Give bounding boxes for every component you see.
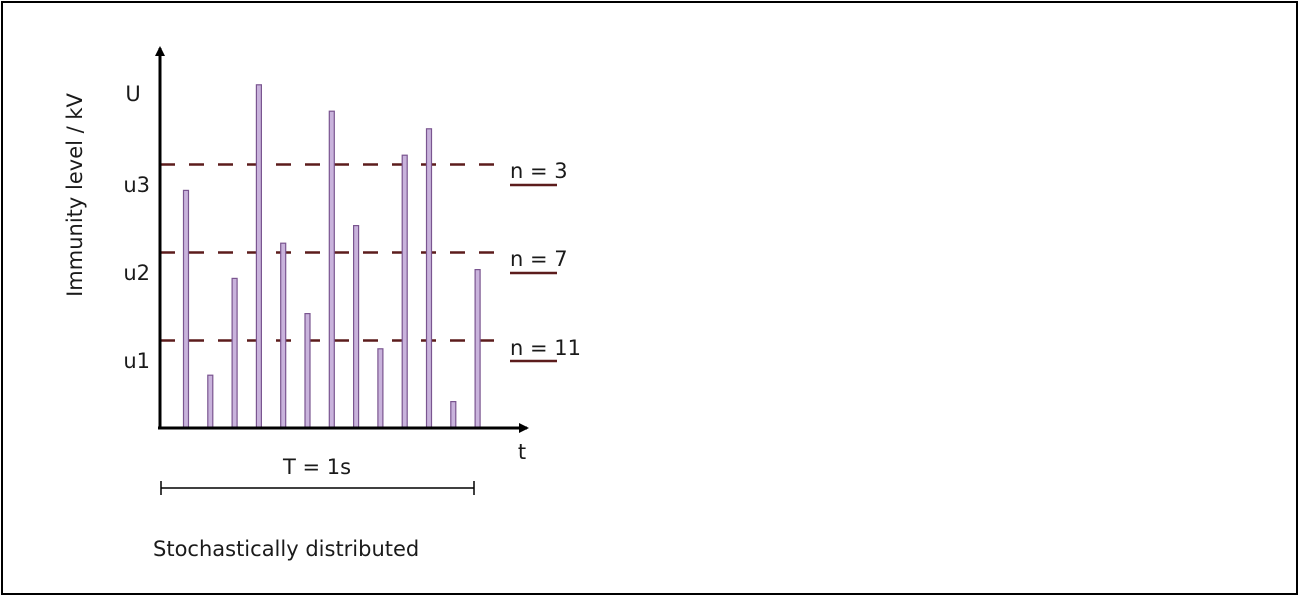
caption: Stochastically distributed [153, 537, 419, 561]
pulse-bar [207, 374, 214, 429]
level-label-u1: u1 [123, 349, 150, 373]
pulse-bar [425, 128, 433, 429]
x-axis-name: t [518, 440, 526, 464]
pulse-bar [255, 84, 262, 429]
y-axis-name: U [125, 82, 140, 106]
pulse-bar [280, 242, 287, 429]
level-label-u3: u3 [123, 173, 150, 197]
pulse-bar [231, 277, 238, 429]
count-label-u2: n = 7 [510, 247, 568, 271]
level-label-u2: u2 [123, 261, 150, 285]
pulse-bar [474, 269, 481, 429]
pulse-bar [353, 225, 360, 429]
pulse-bar [328, 110, 335, 429]
y-axis-title: Immunity level / kV [63, 92, 87, 296]
pulse-bar [182, 189, 190, 429]
count-label-u3: n = 3 [510, 159, 568, 183]
pulse-bar [401, 154, 408, 429]
period-bracket [160, 481, 475, 495]
pulse-bars [182, 84, 481, 429]
count-label-u1: n = 11 [510, 336, 581, 360]
pulse-bar [377, 348, 384, 429]
period-label: T = 1s [282, 455, 351, 479]
pulse-bar [450, 401, 457, 429]
pulse-bar [304, 313, 311, 429]
